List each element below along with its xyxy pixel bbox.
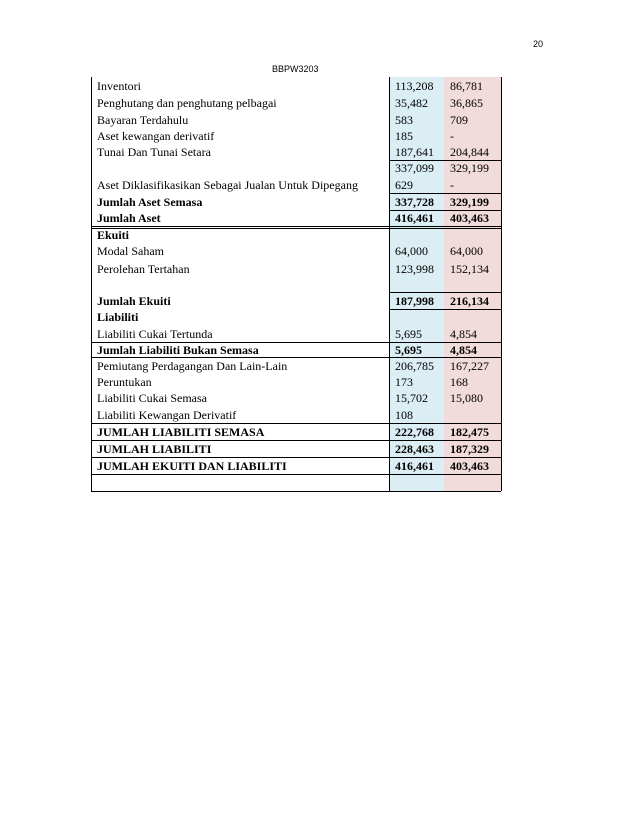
row-label: Liabiliti Kewangan Derivatif: [97, 408, 237, 422]
page-number: 20: [533, 39, 544, 49]
value-previous: [444, 474, 501, 491]
value-current: 35,482: [389, 94, 444, 111]
value-previous: 187,329: [444, 440, 501, 457]
row-label: Liabiliti Cukai Tertunda: [97, 327, 213, 341]
row-label: JUMLAH EKUITI DAN LIABILITI: [97, 459, 287, 473]
row-label: Liabiliti: [97, 310, 139, 324]
value-current: 337,099: [389, 160, 444, 176]
row-label: Jumlah Liabiliti Bukan Semasa: [97, 343, 259, 357]
row-label: [91, 160, 389, 176]
row-rule: [91, 357, 501, 358]
row-label: Penghutang dan penghutang pelbagai: [97, 96, 277, 110]
value-current: 185: [389, 128, 444, 144]
value-current: 108: [389, 406, 444, 423]
value-previous: 64,000: [444, 243, 501, 259]
value-rule: [389, 292, 501, 293]
value-previous: 168: [444, 374, 501, 390]
value-current: 5,695: [389, 325, 444, 342]
value-current: 113,208: [389, 77, 444, 94]
value-current: [389, 474, 444, 491]
value-rule: [389, 160, 501, 161]
course-code: BBPW3203: [272, 64, 319, 74]
value-current: 206,785: [389, 357, 444, 374]
value-previous: 709: [444, 111, 501, 128]
row-label: Aset Diklasifikasikan Sebagai Jualan Unt…: [97, 178, 358, 192]
row-rule: [91, 226, 501, 227]
row-rule: [91, 491, 501, 492]
value-current: 228,463: [389, 440, 444, 457]
value-previous: [444, 406, 501, 423]
value-current: 629: [389, 176, 444, 193]
row-label: Perolehan Tertahan: [97, 262, 190, 276]
value-current: 123,998: [389, 259, 444, 277]
row-rule: [91, 457, 501, 458]
row-label: Jumlah Aset: [97, 211, 161, 225]
value-previous: 216,134: [444, 292, 501, 309]
value-current: 416,461: [389, 457, 444, 474]
table-border: [389, 77, 390, 491]
row-label: Bayaran Terdahulu: [97, 113, 189, 127]
row-label: Ekuiti: [97, 228, 130, 242]
row-label: Inventori: [97, 79, 141, 93]
value-current: 337,728: [389, 193, 444, 210]
row-rule: [91, 440, 501, 441]
value-current: [389, 309, 444, 325]
value-current: 583: [389, 111, 444, 128]
value-previous: 167,227: [444, 357, 501, 374]
row-label: Aset kewangan derivatif: [97, 129, 215, 143]
value-current: 15,702: [389, 390, 444, 406]
value-previous: [444, 277, 501, 292]
value-current: 187,641: [389, 144, 444, 160]
value-previous: 182,475: [444, 423, 501, 440]
value-previous: 36,865: [444, 94, 501, 111]
value-previous: 329,199: [444, 193, 501, 210]
row-label: [91, 474, 389, 491]
value-previous: [444, 226, 501, 243]
table-border: [91, 77, 92, 491]
table-border: [501, 77, 502, 491]
row-rule: [91, 342, 501, 343]
value-rule: [389, 309, 501, 310]
row-rule: [91, 474, 501, 475]
value-current: [389, 277, 444, 292]
value-current: 64,000: [389, 243, 444, 259]
row-label: Modal Saham: [97, 244, 164, 258]
row-label: Tunai Dan Tunai Setara: [97, 145, 211, 159]
value-current: 222,768: [389, 423, 444, 440]
row-label: JUMLAH LIABILITI: [97, 442, 212, 456]
value-previous: 403,463: [444, 457, 501, 474]
value-current: [389, 226, 444, 243]
value-current: 187,998: [389, 292, 444, 309]
value-previous: 4,854: [444, 325, 501, 342]
row-label: Jumlah Aset Semasa: [97, 195, 203, 209]
row-rule: [91, 423, 501, 424]
row-label: Pemiutang Perdagangan Dan Lain-Lain: [97, 359, 288, 373]
row-label: Peruntukan: [97, 375, 152, 389]
row-label: Jumlah Ekuiti: [97, 294, 171, 308]
value-previous: -: [444, 176, 501, 193]
row-label: [91, 277, 389, 292]
value-current: 416,461: [389, 210, 444, 226]
row-label: Liabiliti Cukai Semasa: [97, 391, 207, 405]
value-previous: -: [444, 128, 501, 144]
value-previous: 15,080: [444, 390, 501, 406]
value-previous: 329,199: [444, 160, 501, 176]
value-previous: 4,854: [444, 342, 501, 357]
value-current: 5,695: [389, 342, 444, 357]
row-rule: [91, 228, 501, 229]
value-rule: [389, 210, 501, 211]
row-label: JUMLAH LIABILITI SEMASA: [97, 425, 265, 439]
value-current: 173: [389, 374, 444, 390]
value-previous: 152,134: [444, 259, 501, 277]
value-previous: 403,463: [444, 210, 501, 226]
value-previous: 204,844: [444, 144, 501, 160]
value-previous: 86,781: [444, 77, 501, 94]
value-rule: [389, 193, 501, 194]
value-previous: [444, 309, 501, 325]
